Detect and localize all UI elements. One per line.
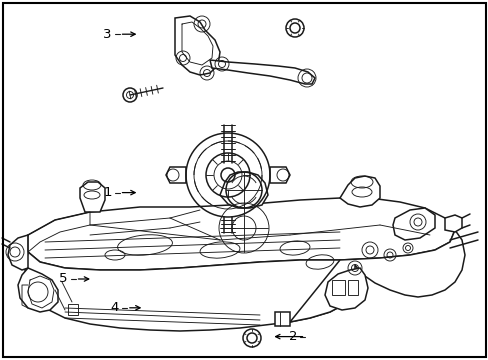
Polygon shape — [325, 268, 367, 310]
Polygon shape — [80, 182, 105, 212]
Polygon shape — [220, 172, 267, 208]
Polygon shape — [25, 198, 454, 270]
Polygon shape — [331, 280, 345, 295]
Text: 2: 2 — [288, 330, 297, 343]
Text: 5: 5 — [59, 273, 68, 285]
Text: 4: 4 — [110, 301, 119, 314]
Polygon shape — [274, 312, 289, 326]
Polygon shape — [347, 280, 357, 295]
Polygon shape — [444, 215, 461, 232]
Polygon shape — [8, 235, 28, 270]
Text: 3: 3 — [103, 28, 112, 41]
Polygon shape — [392, 208, 434, 240]
Polygon shape — [339, 176, 379, 207]
Polygon shape — [209, 60, 314, 84]
Polygon shape — [175, 16, 220, 75]
Polygon shape — [165, 167, 185, 183]
Polygon shape — [68, 304, 78, 315]
Text: 1: 1 — [103, 186, 112, 199]
Polygon shape — [18, 268, 58, 312]
Polygon shape — [289, 230, 464, 322]
Polygon shape — [25, 252, 357, 331]
Polygon shape — [269, 167, 289, 183]
